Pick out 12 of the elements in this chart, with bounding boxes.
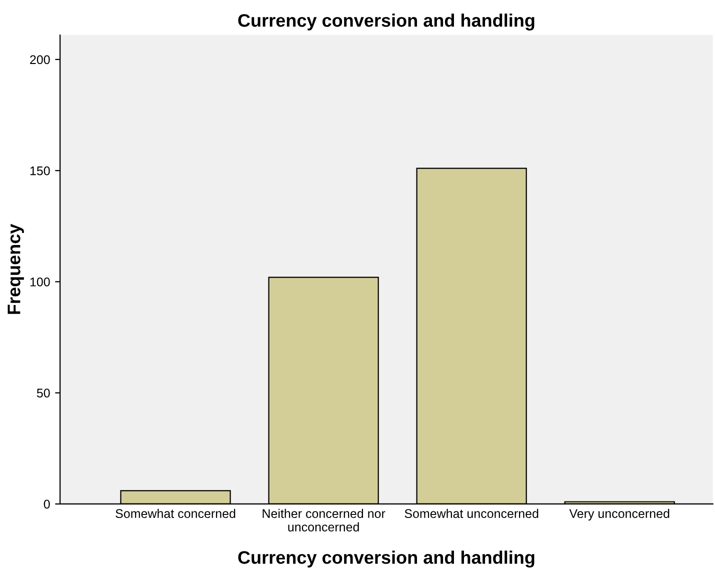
chart-title: Currency conversion and handling	[238, 14, 534, 31]
x-axis-title: Currency conversion and handling	[238, 550, 534, 568]
y-tick-label: 50	[36, 388, 50, 398]
x-tick-label: Somewhat concerned	[116, 508, 236, 518]
y-tick-label: 150	[30, 166, 50, 176]
x-tick-label: Somewhat unconcerned	[404, 508, 538, 518]
y-tick-label: 0	[44, 500, 50, 509]
y-tick-label: 100	[30, 278, 50, 286]
x-tick-label: Neither concerned nor unconcerned	[262, 508, 386, 532]
x-tick-label: Very unconcerned	[569, 508, 670, 520]
y-tick-label: 200	[30, 55, 50, 64]
y-axis-title: Frequency	[8, 224, 24, 314]
